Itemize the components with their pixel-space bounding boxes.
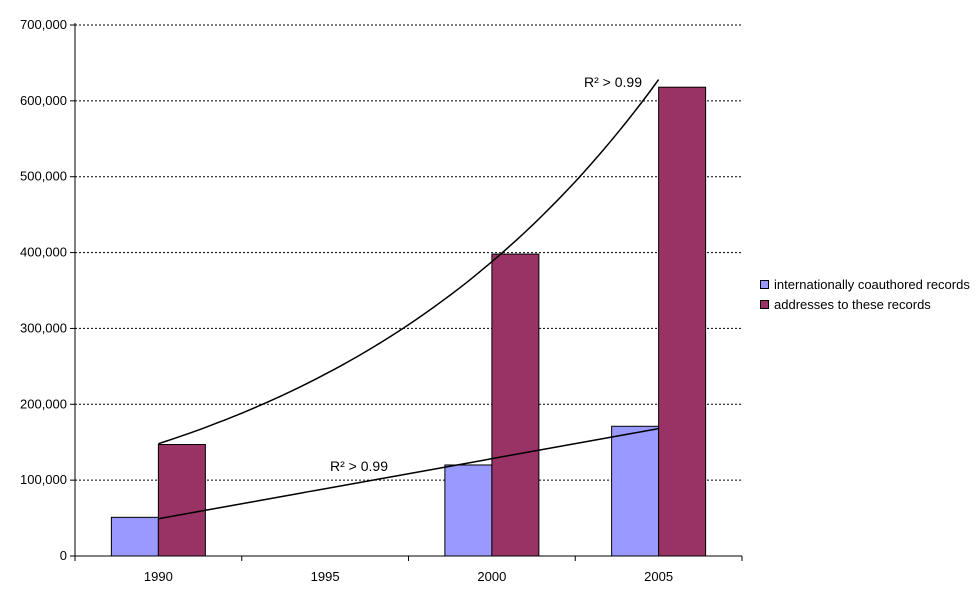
legend-item-addresses: addresses to these records bbox=[760, 294, 970, 314]
y-tick-label: 600,000 bbox=[20, 93, 67, 108]
x-tick-labels: 1990 1995 2000 2005 bbox=[144, 569, 673, 584]
bar-addresses bbox=[658, 86, 707, 557]
legend-label-addresses: addresses to these records bbox=[774, 296, 931, 312]
bars bbox=[110, 86, 707, 557]
legend-item-coauthored: internationally coauthored records bbox=[760, 274, 970, 294]
gridlines bbox=[75, 24, 742, 481]
bar-coauthored bbox=[611, 425, 660, 557]
bar-coauthored bbox=[444, 464, 493, 557]
x-tick-label: 2005 bbox=[644, 569, 673, 584]
trendlines bbox=[158, 79, 660, 520]
bar-addresses bbox=[491, 253, 540, 557]
y-tick-label: 300,000 bbox=[20, 320, 67, 335]
trendline-annotations: R² > 0.99 R² > 0.99 bbox=[330, 74, 642, 474]
trendline-exponential bbox=[158, 79, 660, 445]
legend-swatch-coauthored bbox=[760, 279, 769, 289]
y-tick-label: 200,000 bbox=[20, 396, 67, 411]
y-tick-label: 500,000 bbox=[20, 169, 67, 184]
legend-swatch-addresses bbox=[760, 299, 769, 309]
bar-coauthored bbox=[110, 516, 159, 557]
y-tick-labels: 0 100,000 200,000 300,000 400,000 500,000 600,… bbox=[20, 17, 67, 563]
legend-label-coauthored: internationally coauthored records bbox=[774, 276, 970, 292]
y-tick-label: 700,000 bbox=[20, 17, 67, 32]
y-tick-label: 100,000 bbox=[20, 472, 67, 487]
x-tick-label: 1990 bbox=[144, 569, 173, 584]
trendline-linear bbox=[158, 427, 659, 520]
x-tick-label: 1995 bbox=[311, 569, 340, 584]
legend: internationally coauthored records addre… bbox=[760, 274, 970, 314]
annotation-linear: R² > 0.99 bbox=[330, 458, 388, 474]
y-tick-label: 400,000 bbox=[20, 245, 67, 260]
annotation-exponential: R² > 0.99 bbox=[584, 74, 642, 90]
y-tick-label: 0 bbox=[60, 548, 67, 563]
axes bbox=[70, 23, 743, 561]
bar-addresses bbox=[157, 443, 206, 557]
x-tick-label: 2000 bbox=[477, 569, 506, 584]
